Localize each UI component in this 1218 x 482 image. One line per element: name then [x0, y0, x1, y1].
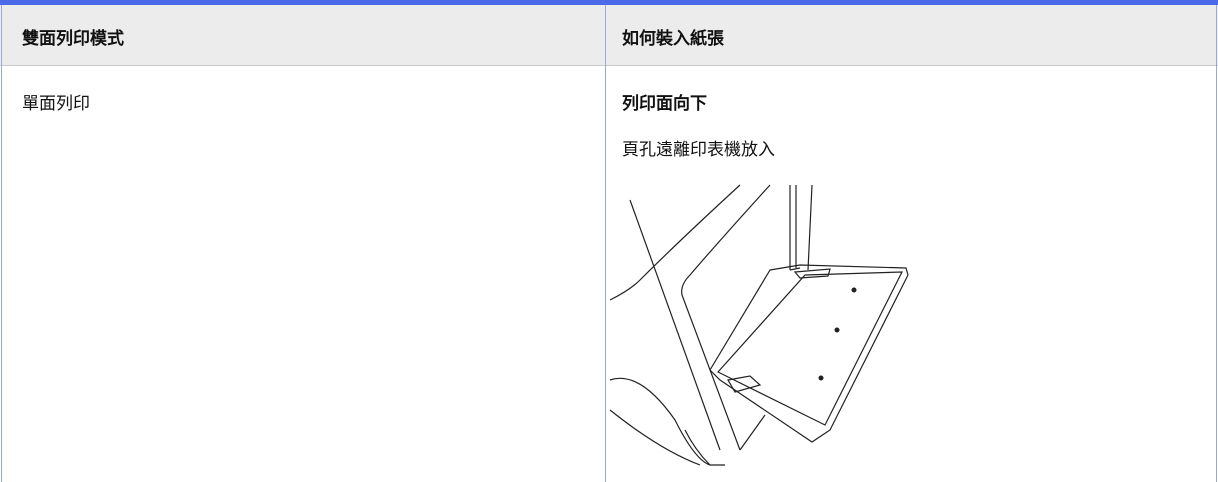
table-cell: 單面列印	[22, 94, 90, 114]
header-cell: 如何裝入紙張	[622, 29, 724, 49]
table-border	[1, 5, 2, 482]
table-border	[1216, 5, 1217, 482]
cell-text: 頁孔遠離印表機放入	[622, 140, 775, 160]
table-top-border	[0, 0, 1218, 5]
cell-heading: 列印面向下	[622, 94, 707, 114]
header-cell: 雙面列印模式	[22, 29, 124, 49]
table-header	[0, 5, 1218, 66]
tray-illustration	[609, 184, 909, 466]
column-divider	[605, 5, 606, 482]
